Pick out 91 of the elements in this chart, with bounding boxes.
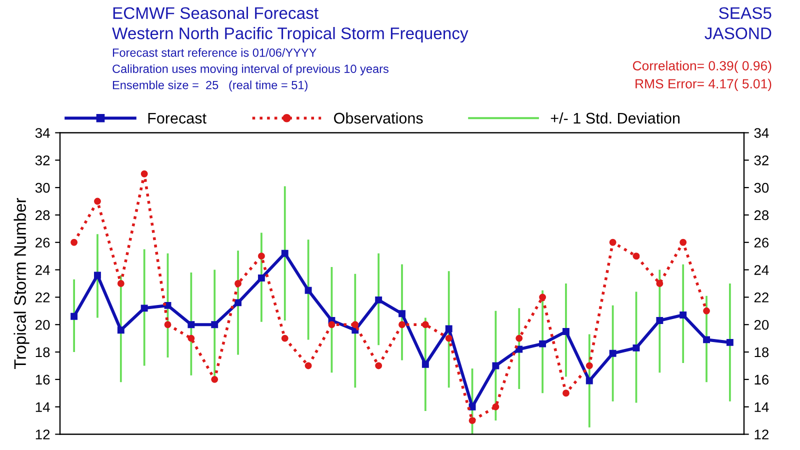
y-tick-label: 12 [36,430,50,440]
point [539,294,546,301]
point [352,321,359,328]
point [258,252,265,260]
point [422,360,429,368]
point [304,286,312,294]
y-tick-label: 18 [36,347,50,358]
point [281,250,288,257]
legend-label: +/- 1 Std. Deviation [550,112,680,124]
point [445,334,452,342]
point [609,238,616,246]
y2-tick-label: 24 [754,265,769,275]
point [188,321,195,328]
y-tick-label: 28 [36,210,50,220]
point [375,296,382,304]
point [492,403,500,410]
point [492,362,500,370]
point [586,377,593,384]
point [562,328,570,335]
point [304,362,312,370]
point [70,238,78,246]
y-tick-label: 20 [36,320,50,330]
text: RMS Error= 4.17( 5.01) [636,78,772,92]
point [609,350,616,357]
y-tick-label: 26 [36,238,50,248]
y2-tick-label: 30 [754,182,769,193]
point [211,321,218,328]
y-tick-label: 24 [36,265,50,275]
legend-label: Forecast [148,112,206,124]
point [258,274,265,282]
point [117,326,124,334]
point [422,321,429,328]
chart-subtitle: Western North Pacific Tropical Storm Frequency [112,27,468,43]
y2-tick-label: 14 [754,402,769,412]
point [632,252,640,260]
point [703,336,710,344]
point [656,280,664,287]
point [117,280,124,287]
point [375,362,382,370]
point [516,334,523,342]
y2-tick-label: 20 [754,320,769,330]
text: Forecast start reference is 01/06/YYYY [112,48,316,57]
point [164,321,172,328]
y-tick-label: 14 [36,402,50,412]
chart-title: ECMWF Seasonal Forecast [113,6,318,19]
y2-tick-label: 34 [754,128,769,138]
y-tick-label: 32 [35,155,50,166]
y-tick-label: 30 [35,182,50,193]
point [445,325,452,332]
point [140,170,148,178]
y-tick-label: 22 [36,292,50,302]
point [70,312,78,320]
point [234,299,242,306]
point [632,344,640,352]
text: Correlation= 0.39( 0.96) [632,60,772,74]
point [398,310,406,318]
point [516,346,523,353]
point [281,334,288,342]
y2-tick-label: 32 [754,155,768,166]
point [680,312,687,318]
point [680,238,687,246]
y-axis-title: Tropical Storm Number [14,198,30,369]
point [468,417,476,424]
point [328,321,336,328]
y2-tick-label: 28 [754,210,769,220]
text: Ensemble size = 25 (real time = 51) [112,80,308,92]
y2-tick-label: 12 [754,430,768,440]
y2-tick-label: 16 [754,374,769,385]
text: SEAS5 [719,7,772,19]
point [140,304,148,312]
y2-tick-label: 18 [754,347,769,358]
y2-tick-label: 26 [754,238,769,248]
point [188,334,195,342]
point [94,272,101,279]
point [726,338,734,346]
point [234,280,242,287]
point [539,340,546,348]
point [656,317,664,324]
y-tick-label: 34 [35,128,50,138]
text: Calibration uses moving interval of previous 10 years [112,64,388,76]
y2-tick-label: 22 [754,292,768,302]
legend-label: Observations [334,112,423,124]
point [703,307,710,314]
point [468,403,476,410]
point [562,390,570,397]
y-tick-label: 16 [36,374,50,385]
point [211,376,218,383]
text: JASOND [704,27,772,40]
point [94,198,101,205]
point [586,362,593,370]
point [398,321,406,328]
